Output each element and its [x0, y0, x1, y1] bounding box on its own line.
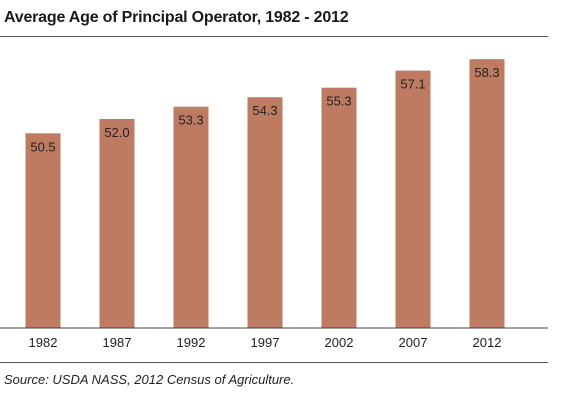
top-divider [0, 36, 548, 37]
bar-value-label-1987: 52.0 [104, 125, 129, 140]
bar-1997 [247, 97, 283, 328]
x-tick-label-1982: 1982 [29, 335, 58, 350]
x-tick-label-1992: 1992 [177, 335, 206, 350]
x-tick-label-1997: 1997 [251, 335, 280, 350]
bar-value-label-1992: 53.3 [178, 113, 203, 128]
bar-2012 [469, 59, 505, 328]
bar-value-label-2002: 55.3 [326, 94, 351, 109]
bar-1982 [25, 133, 61, 329]
bar-value-label-2012: 58.3 [474, 65, 499, 80]
bar-value-label-1997: 54.3 [252, 103, 277, 118]
x-tick-label-1987: 1987 [103, 335, 132, 350]
bar-2002 [321, 87, 357, 328]
source-note: Source: USDA NASS, 2012 Census of Agricu… [4, 372, 295, 387]
ticks-layer: 1982 1987 1992 1997 2002 2007 2012 [29, 335, 502, 350]
x-tick-label-2002: 2002 [325, 335, 354, 350]
bar-1987 [99, 119, 135, 328]
bars-layer: 50.5 52.0 53.3 54.3 55.3 57.1 58.3 [25, 59, 505, 329]
x-tick-label-2012: 2012 [473, 335, 502, 350]
x-tick-label-2007: 2007 [399, 335, 428, 350]
chart-title: Average Age of Principal Operator, 1982 … [4, 9, 349, 26]
bottom-divider [0, 362, 548, 363]
bar-2007 [395, 70, 431, 328]
bar-value-label-2007: 57.1 [400, 77, 425, 92]
bar-value-label-1982: 50.5 [30, 139, 55, 154]
bar-1992 [173, 106, 209, 328]
